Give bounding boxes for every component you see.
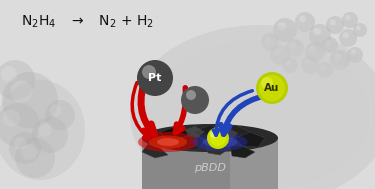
Circle shape: [259, 75, 285, 101]
Circle shape: [186, 90, 196, 100]
Circle shape: [334, 53, 341, 60]
Circle shape: [339, 29, 357, 47]
Polygon shape: [185, 126, 205, 138]
Ellipse shape: [192, 133, 248, 151]
Circle shape: [38, 122, 52, 137]
Polygon shape: [220, 128, 238, 140]
Circle shape: [270, 45, 290, 65]
Circle shape: [356, 26, 361, 30]
Circle shape: [305, 42, 325, 62]
Circle shape: [353, 23, 367, 37]
Circle shape: [326, 16, 344, 34]
Ellipse shape: [0, 80, 85, 180]
Circle shape: [295, 12, 315, 32]
Circle shape: [317, 62, 333, 78]
Circle shape: [207, 127, 229, 149]
Circle shape: [1, 66, 17, 82]
Circle shape: [265, 36, 271, 43]
Circle shape: [322, 37, 338, 53]
Circle shape: [45, 100, 75, 130]
Ellipse shape: [150, 40, 370, 189]
Circle shape: [2, 72, 58, 128]
Circle shape: [330, 50, 350, 70]
Text: Au: Au: [264, 83, 280, 93]
Circle shape: [9, 132, 41, 164]
Circle shape: [210, 130, 226, 146]
Ellipse shape: [211, 139, 229, 146]
Polygon shape: [160, 126, 192, 142]
Circle shape: [290, 42, 296, 48]
Ellipse shape: [202, 136, 237, 147]
Circle shape: [10, 80, 33, 103]
Circle shape: [343, 32, 349, 38]
Circle shape: [320, 65, 326, 70]
Circle shape: [142, 65, 156, 79]
Circle shape: [285, 60, 291, 65]
Polygon shape: [175, 134, 205, 150]
Circle shape: [50, 105, 62, 116]
Circle shape: [273, 18, 297, 42]
Ellipse shape: [130, 25, 375, 189]
Polygon shape: [142, 144, 168, 158]
Circle shape: [0, 60, 35, 100]
Circle shape: [137, 60, 173, 96]
Circle shape: [274, 49, 281, 56]
Circle shape: [261, 33, 279, 51]
Polygon shape: [148, 132, 175, 148]
Ellipse shape: [149, 136, 187, 149]
Polygon shape: [230, 145, 255, 158]
Circle shape: [350, 50, 356, 55]
Circle shape: [342, 12, 358, 28]
Polygon shape: [142, 138, 278, 189]
Polygon shape: [205, 140, 230, 155]
Circle shape: [286, 39, 304, 57]
Circle shape: [309, 24, 331, 46]
Circle shape: [347, 47, 363, 63]
Ellipse shape: [142, 124, 278, 152]
Circle shape: [15, 138, 55, 178]
Circle shape: [21, 144, 37, 160]
Text: Pt: Pt: [148, 73, 162, 83]
Ellipse shape: [157, 138, 179, 146]
Circle shape: [299, 15, 306, 22]
Ellipse shape: [138, 132, 198, 152]
Circle shape: [309, 46, 316, 53]
Circle shape: [3, 110, 20, 127]
Circle shape: [345, 15, 351, 20]
Circle shape: [0, 103, 40, 147]
Circle shape: [14, 137, 27, 150]
Polygon shape: [218, 125, 250, 142]
Polygon shape: [235, 132, 265, 147]
Circle shape: [314, 28, 321, 36]
Circle shape: [278, 22, 286, 31]
Circle shape: [301, 56, 319, 74]
Circle shape: [181, 86, 209, 114]
Circle shape: [32, 117, 68, 153]
Polygon shape: [192, 125, 225, 142]
Circle shape: [325, 40, 331, 45]
Circle shape: [256, 72, 288, 104]
Circle shape: [210, 130, 218, 138]
Circle shape: [304, 59, 311, 65]
Circle shape: [261, 77, 273, 89]
Circle shape: [330, 19, 336, 26]
Circle shape: [282, 57, 298, 73]
Text: N$_2$H$_4$   $\rightarrow$   N$_2$ + H$_2$: N$_2$H$_4$ $\rightarrow$ N$_2$ + H$_2$: [21, 13, 154, 30]
Polygon shape: [230, 138, 278, 189]
Text: pBDD: pBDD: [194, 163, 226, 173]
